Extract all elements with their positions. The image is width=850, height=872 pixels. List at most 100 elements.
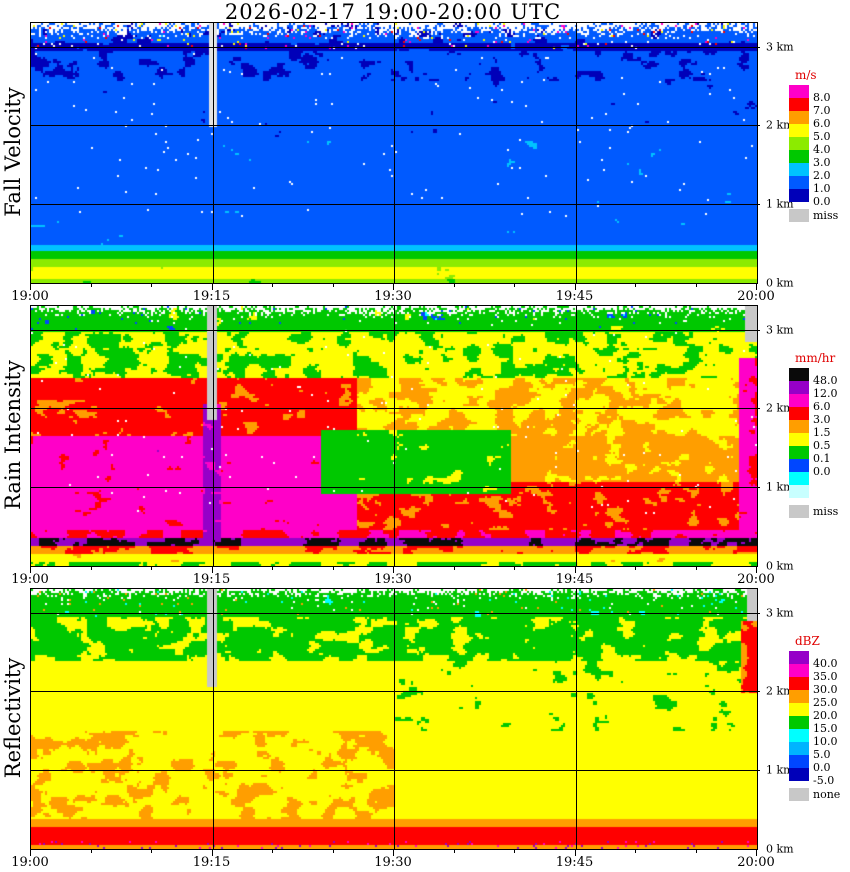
legend-value: 3.0 bbox=[813, 413, 831, 426]
x-tickmark bbox=[272, 566, 273, 570]
x-tickmark bbox=[211, 849, 213, 856]
x-tickmark bbox=[272, 283, 273, 287]
legend-swatch bbox=[789, 124, 809, 137]
legend-entry: 7.0 bbox=[789, 98, 849, 117]
legend-swatch bbox=[789, 768, 809, 781]
y-tickmark bbox=[756, 612, 760, 614]
legend-swatch bbox=[789, 85, 809, 98]
y-tick-label: 3 km bbox=[766, 606, 794, 620]
x-tick-label: 19:15 bbox=[192, 572, 231, 587]
legend-swatch bbox=[789, 664, 809, 677]
legend-swatch bbox=[789, 729, 809, 742]
x-tick-label: 19:30 bbox=[374, 572, 412, 587]
x-tick-label: 19:45 bbox=[555, 855, 594, 870]
legend-value: 1.5 bbox=[813, 426, 831, 439]
panel-rain-intensity: Rain Intensity 19:00 19:15 19:30 19:45 20:00… bbox=[0, 305, 850, 589]
x-tick-label: 19:45 bbox=[555, 572, 594, 587]
x-tick-label: 20:00 bbox=[737, 855, 775, 870]
legend-value: 7.0 bbox=[813, 104, 831, 117]
legend-entry: 6.0 bbox=[789, 394, 849, 413]
legend-swatch bbox=[789, 472, 809, 485]
legend-entry: 4.0 bbox=[789, 137, 849, 156]
x-tickmark bbox=[151, 283, 152, 287]
legend-value: 3.0 bbox=[813, 156, 831, 169]
legend-swatch bbox=[789, 703, 809, 716]
y-tickmark bbox=[756, 487, 760, 489]
legend-entries: 8.0 7.0 6.0 5.0 4.0 3.0 2.0 1.0 0.0 miss bbox=[789, 85, 849, 222]
legend-entry: 5.0 bbox=[789, 124, 849, 143]
legend-entry: 1.5 bbox=[789, 420, 849, 439]
legend-value: 2.0 bbox=[813, 169, 831, 182]
legend-swatch bbox=[789, 137, 809, 150]
legend-value: -5.0 bbox=[813, 774, 835, 787]
legend-entry: 12.0 bbox=[789, 381, 849, 400]
legend: m/s 8.0 7.0 6.0 5.0 4.0 3.0 2.0 1.0 0.0 miss bbox=[789, 68, 849, 222]
x-tickmark bbox=[211, 283, 213, 290]
legend-entry: 8.0 bbox=[789, 85, 849, 104]
legend-swatch bbox=[789, 394, 809, 407]
legend-value: 10.0 bbox=[813, 735, 838, 748]
legend-entry: 10.0 bbox=[789, 729, 849, 748]
y-tickmark bbox=[756, 770, 760, 772]
legend-value: 20.0 bbox=[813, 709, 838, 722]
legend-entry: 1.0 bbox=[789, 176, 849, 195]
x-tickmark bbox=[393, 849, 394, 856]
y-tick-label: 0 km bbox=[766, 842, 794, 856]
legend-entry: 25.0 bbox=[789, 690, 849, 709]
legend-swatch bbox=[789, 742, 809, 755]
legend-missing-entry: miss bbox=[789, 505, 849, 518]
legend-missing-swatch bbox=[789, 209, 809, 222]
legend-entry: 15.0 bbox=[789, 716, 849, 735]
x-tick-label: 20:00 bbox=[737, 572, 775, 587]
panel-fall-velocity: Fall Velocity 19:00 19:15 19:30 19:45 20:00 … bbox=[0, 22, 850, 306]
legend-value: 0.0 bbox=[813, 761, 831, 774]
y-tick-label: 1 km bbox=[766, 197, 794, 211]
x-tickmark bbox=[574, 283, 576, 290]
legend-entry: 0.0 bbox=[789, 189, 849, 208]
x-tickmark bbox=[90, 849, 92, 853]
legend-unit: mm/hr bbox=[795, 351, 836, 365]
legend-entry: 0.1 bbox=[789, 446, 849, 465]
legend: mm/hr 48.0 12.0 6.0 3.0 1.5 0.5 0.1 0.0 miss bbox=[789, 351, 849, 518]
y-tick-label: 3 km bbox=[766, 40, 794, 54]
y-axis-labels: 0 km 1 km 2 km 3 km bbox=[756, 589, 804, 856]
x-tickmark bbox=[635, 566, 636, 570]
legend-value: 40.0 bbox=[813, 657, 838, 670]
y-tick-label: 2 km bbox=[766, 118, 794, 132]
x-tickmark bbox=[756, 283, 757, 290]
x-tickmark bbox=[514, 566, 515, 570]
panel-reflectivity: Reflectivity 19:00 19:15 19:30 19:45 20:00 0… bbox=[0, 588, 850, 872]
legend-value: 6.0 bbox=[813, 400, 831, 413]
legend-value: 5.0 bbox=[813, 748, 831, 761]
y-tickmark bbox=[756, 329, 760, 331]
x-tickmark bbox=[695, 566, 697, 570]
x-tickmark bbox=[272, 849, 273, 853]
y-tick-label: 0 km bbox=[766, 559, 794, 573]
legend-value: 12.0 bbox=[813, 387, 838, 400]
legend-missing-entry: miss bbox=[789, 209, 849, 222]
x-tickmark bbox=[514, 283, 515, 287]
x-tickmark bbox=[453, 849, 455, 853]
x-tick-label: 19:00 bbox=[11, 572, 49, 587]
legend-unit: dBZ bbox=[795, 634, 820, 648]
legend-entry: 35.0 bbox=[789, 664, 849, 683]
legend-swatch bbox=[789, 150, 809, 163]
x-tickmark bbox=[635, 283, 636, 287]
x-axis-ticks bbox=[30, 566, 757, 575]
x-tickmark bbox=[393, 566, 394, 573]
panel-ylabel: Fall Velocity bbox=[1, 87, 25, 217]
x-axis-labels: 19:00 19:15 19:30 19:45 20:00 bbox=[11, 571, 774, 587]
x-tickmark bbox=[695, 849, 697, 853]
legend-missing-label: miss bbox=[813, 209, 839, 222]
y-tick-label: 2 km bbox=[766, 684, 794, 698]
legend-entries: 48.0 12.0 6.0 3.0 1.5 0.5 0.1 0.0 miss bbox=[789, 368, 849, 518]
legend-swatch bbox=[789, 755, 809, 768]
legend-entry: -5.0 bbox=[789, 768, 849, 787]
x-axis-labels: 19:00 19:15 19:30 19:45 20:00 bbox=[11, 288, 774, 304]
legend-entry bbox=[789, 485, 849, 498]
legend-value: 1.0 bbox=[813, 182, 831, 195]
x-tickmark bbox=[635, 849, 636, 853]
legend-missing-entry: none bbox=[789, 788, 849, 801]
x-tickmark bbox=[332, 283, 334, 287]
legend-value: 0.1 bbox=[813, 452, 831, 465]
